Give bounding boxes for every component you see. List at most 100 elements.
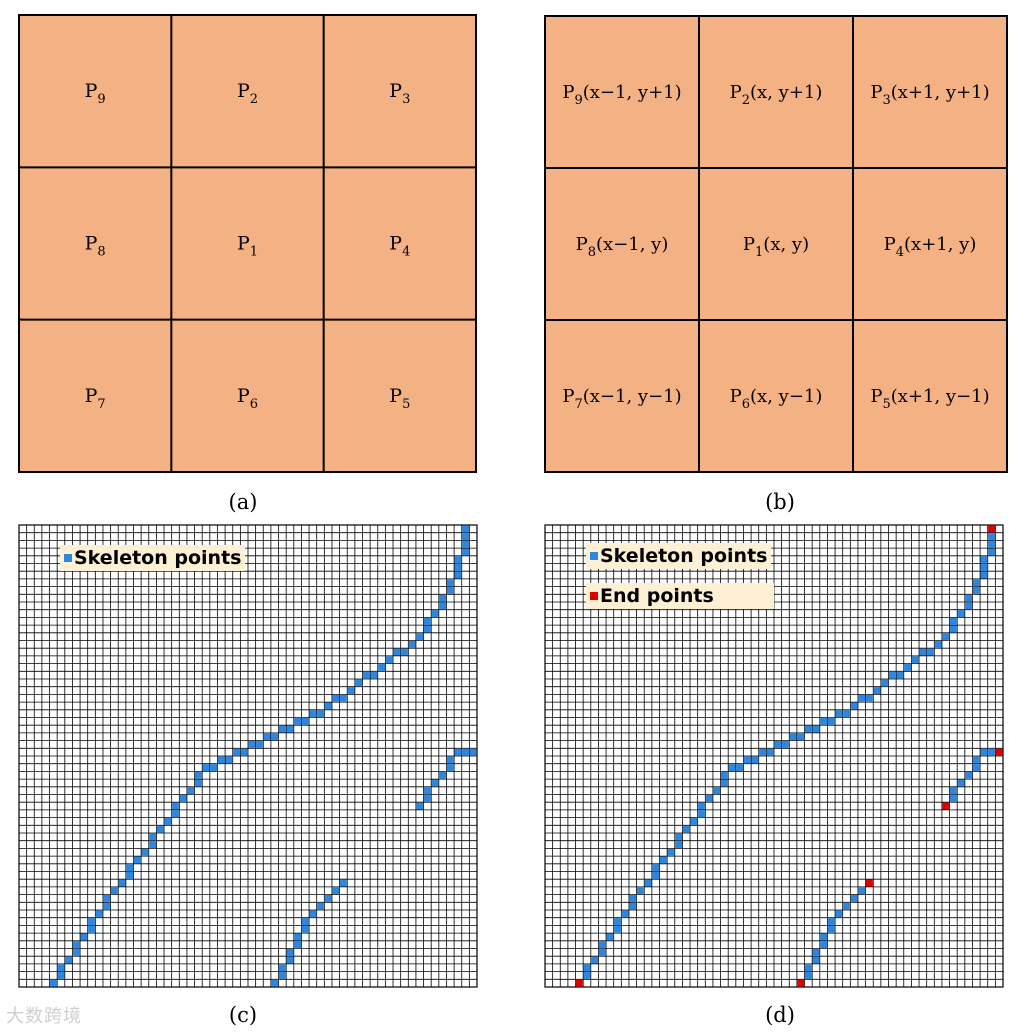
skeleton-point bbox=[164, 818, 172, 825]
skeleton-point bbox=[949, 794, 957, 802]
skeleton-point bbox=[858, 887, 866, 895]
skeleton-point bbox=[431, 779, 439, 787]
skeleton-point bbox=[827, 918, 835, 925]
cell-a-label-6: P6 bbox=[237, 385, 258, 412]
skeleton-point bbox=[210, 764, 218, 771]
skeleton-swatch-icon bbox=[590, 552, 598, 560]
skeleton-point bbox=[340, 879, 347, 887]
skeleton-point bbox=[423, 787, 431, 795]
skeleton-point bbox=[629, 895, 637, 902]
skeleton-point bbox=[88, 925, 95, 933]
caption-b: (b) bbox=[765, 490, 795, 514]
skeleton-point bbox=[980, 571, 988, 579]
skeleton-point bbox=[217, 756, 225, 764]
skeleton-point bbox=[347, 687, 355, 694]
skeleton-point bbox=[965, 771, 973, 779]
skeleton-point bbox=[355, 679, 363, 687]
skeleton-point bbox=[462, 748, 469, 756]
skeleton-point bbox=[446, 579, 454, 587]
skeleton-point bbox=[949, 787, 957, 795]
skeleton-point bbox=[934, 640, 942, 648]
skeleton-point bbox=[133, 856, 141, 864]
skeleton-point bbox=[720, 771, 728, 779]
skeleton-point bbox=[873, 687, 881, 694]
skeleton-point bbox=[820, 933, 828, 941]
skeleton-point bbox=[301, 925, 309, 933]
skeleton-point bbox=[804, 972, 812, 979]
skeleton-point bbox=[820, 717, 828, 725]
cell-b-label-6: P6(x, y−1) bbox=[730, 386, 823, 412]
skeleton-point bbox=[72, 948, 80, 956]
skeleton-point bbox=[88, 918, 95, 925]
legend-c-skeleton-label: Skeleton points bbox=[74, 547, 242, 569]
skeleton-point bbox=[423, 617, 431, 625]
skeleton-point bbox=[462, 525, 469, 533]
skeleton-point bbox=[843, 710, 850, 718]
skeleton-point bbox=[49, 979, 57, 987]
skeleton-point bbox=[965, 594, 973, 602]
caption-d: (d) bbox=[765, 1003, 795, 1027]
skeleton-point bbox=[949, 617, 957, 625]
skeleton-point bbox=[797, 733, 805, 741]
skeleton-point bbox=[301, 717, 309, 725]
skeleton-point bbox=[462, 540, 469, 548]
skeleton-point bbox=[843, 902, 850, 910]
skeleton-point bbox=[256, 741, 263, 748]
publisher-logo: 大数跨境 bbox=[6, 1006, 82, 1027]
cell-b-background bbox=[544, 15, 1008, 473]
skeleton-point bbox=[736, 764, 744, 771]
skeleton-point bbox=[728, 764, 736, 771]
skeleton-point bbox=[126, 871, 134, 879]
end-point bbox=[942, 802, 950, 810]
skeleton-point bbox=[294, 717, 302, 725]
skeleton-point bbox=[957, 779, 965, 787]
skeleton-point bbox=[309, 910, 317, 918]
skeleton-point bbox=[286, 725, 294, 733]
skeleton-point bbox=[202, 764, 210, 771]
skeleton-point bbox=[317, 902, 324, 910]
skeleton-point bbox=[598, 941, 606, 949]
skeleton-point bbox=[621, 910, 629, 918]
skeleton-point bbox=[766, 748, 774, 756]
skeleton-point bbox=[225, 756, 233, 764]
skeleton-point bbox=[149, 833, 156, 841]
skeleton-point bbox=[850, 702, 858, 710]
skeleton-point bbox=[462, 548, 469, 556]
cell-b-label-5: P5(x+1, y−1) bbox=[870, 386, 989, 412]
skeleton-point bbox=[149, 841, 156, 848]
cell-b-label-9: P9(x−1, y+1) bbox=[562, 82, 681, 108]
end-point bbox=[995, 748, 1003, 756]
skeleton-point bbox=[248, 741, 256, 748]
cell-a-label-7: P7 bbox=[85, 385, 106, 412]
skeleton-point bbox=[858, 694, 866, 702]
skeleton-point bbox=[659, 856, 667, 864]
skeleton-point bbox=[988, 748, 995, 756]
skeleton-swatch-icon bbox=[64, 554, 72, 562]
skeleton-point bbox=[317, 710, 324, 718]
skeleton-point bbox=[812, 948, 820, 956]
skeleton-point bbox=[179, 794, 187, 802]
skeleton-point bbox=[72, 941, 80, 949]
skeleton-point bbox=[332, 694, 340, 702]
skeleton-point bbox=[988, 540, 995, 548]
skeleton-point bbox=[812, 725, 820, 733]
skeleton-point bbox=[782, 741, 789, 748]
skeleton-point bbox=[401, 648, 408, 656]
legend-d-skeleton: Skeleton points bbox=[586, 543, 772, 569]
skeleton-point bbox=[598, 948, 606, 956]
skeleton-point bbox=[278, 964, 286, 972]
skeleton-grid-d bbox=[544, 524, 1004, 988]
skeleton-point bbox=[187, 787, 195, 795]
skeleton-point bbox=[713, 787, 721, 795]
skeleton-point bbox=[340, 694, 347, 702]
skeleton-point bbox=[194, 771, 202, 779]
skeleton-point bbox=[835, 710, 843, 718]
skeleton-point bbox=[416, 802, 424, 810]
skeleton-point bbox=[980, 556, 988, 564]
skeleton-point bbox=[827, 925, 835, 933]
skeleton-point bbox=[682, 825, 690, 833]
skeleton-point bbox=[743, 756, 751, 764]
skeleton-point bbox=[423, 794, 431, 802]
skeleton-point bbox=[278, 725, 286, 733]
skeleton-point bbox=[454, 563, 462, 571]
